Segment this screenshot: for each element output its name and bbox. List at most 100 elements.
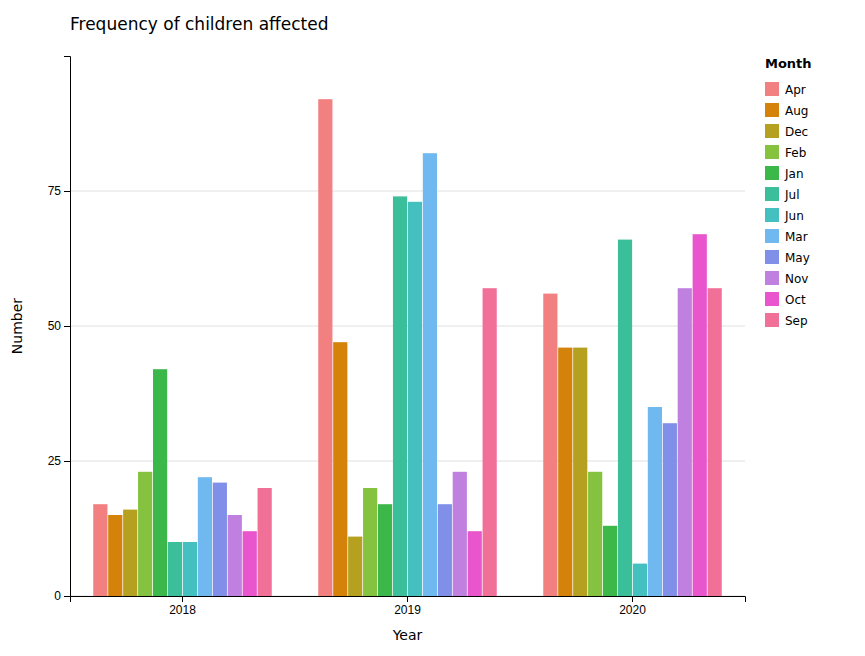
- legend-item: May: [765, 250, 810, 265]
- legend-item: Mar: [765, 229, 808, 244]
- y-tick-label: 0: [54, 589, 61, 603]
- legend-label: Feb: [785, 146, 806, 160]
- legend-item: Feb: [765, 145, 806, 160]
- bar: [258, 488, 272, 596]
- y-tick-mark: [64, 596, 70, 597]
- bar: [123, 510, 137, 596]
- x-tick: 2020: [619, 596, 646, 617]
- y-axis-title: Number: [9, 298, 25, 354]
- bar: [363, 488, 377, 596]
- bar: [678, 288, 692, 596]
- bar: [423, 153, 437, 596]
- legend-label: Jul: [784, 188, 799, 202]
- bar: [138, 472, 152, 596]
- legend-item: Nov: [765, 271, 808, 286]
- title: Frequency of children affected: [70, 14, 328, 34]
- x-tick-label: 2018: [169, 603, 196, 617]
- bar: [183, 542, 197, 596]
- x-axis-line: [71, 597, 746, 603]
- x-axis: 2018 2019 2020: [71, 596, 746, 617]
- legend-swatch: [765, 208, 779, 222]
- legend-label: Jun: [784, 209, 804, 223]
- legend-label: Mar: [785, 230, 808, 244]
- bar: [213, 483, 227, 596]
- bar: [483, 288, 497, 596]
- bar: [378, 504, 392, 596]
- legend-swatch: [765, 271, 779, 285]
- chart-svg: 2018 2019 2020 0 25 50 75 Frequency of children…: [0, 0, 865, 656]
- legend-title: Month: [765, 56, 812, 71]
- y-tick: 75: [48, 184, 70, 198]
- y-tick: 50: [48, 319, 70, 333]
- bar: [663, 423, 677, 596]
- bar: [603, 526, 617, 596]
- legend-item: Aug: [765, 103, 808, 118]
- y-axis: 0 25 50 75: [48, 57, 71, 604]
- y-tick-label: 75: [48, 184, 62, 198]
- bar: [693, 234, 707, 596]
- bar: [168, 542, 182, 596]
- x-tick-label: 2019: [394, 603, 421, 617]
- legend-label: Dec: [785, 125, 808, 139]
- y-tick: 25: [48, 454, 70, 468]
- legend-swatch: [765, 166, 779, 180]
- bars: [93, 99, 722, 596]
- bar: [648, 407, 662, 596]
- x-tick: 2019: [394, 596, 421, 617]
- bar: [228, 515, 242, 596]
- y-tick-mark: [64, 461, 70, 462]
- legend-item: Jun: [765, 208, 804, 223]
- bar: [333, 342, 347, 596]
- y-tick-label: 50: [48, 319, 62, 333]
- bar: [558, 348, 572, 596]
- legend-label: Jan: [784, 167, 804, 181]
- chart-container: 2018 2019 2020 0 25 50 75 Frequency of children…: [0, 0, 865, 656]
- grid-line: [70, 461, 745, 462]
- x-tick-label: 2020: [619, 603, 646, 617]
- y-tick: 0: [54, 589, 70, 603]
- legend-item: Apr: [765, 82, 806, 97]
- legend-swatch: [765, 292, 779, 306]
- legend-swatch: [765, 82, 779, 96]
- legend-swatch: [765, 250, 779, 264]
- legend-label: Nov: [785, 272, 808, 286]
- legend-item: Sep: [765, 313, 808, 328]
- bar: [543, 294, 557, 596]
- y-tick-mark: [64, 191, 70, 192]
- legend-swatch: [765, 187, 779, 201]
- x-tick-mark: [407, 596, 408, 602]
- legend-label: Apr: [785, 83, 806, 97]
- bar: [318, 99, 332, 596]
- legend-swatch: [765, 313, 779, 327]
- legend: Month Apr Aug Dec Feb Jan Jul Jun Mar May Nov Oct Se…: [765, 56, 812, 328]
- legend-label: Sep: [785, 314, 808, 328]
- x-tick-mark: [632, 596, 633, 602]
- legend-item: Oct: [765, 292, 806, 307]
- legend-swatch: [765, 145, 779, 159]
- grid-line: [70, 326, 745, 327]
- bar: [348, 537, 362, 596]
- bar: [243, 531, 257, 596]
- bar: [393, 196, 407, 596]
- legend-swatch: [765, 103, 779, 117]
- bar: [573, 348, 587, 596]
- bar: [453, 472, 467, 596]
- bar: [198, 477, 212, 596]
- legend-swatch: [765, 124, 779, 138]
- bar: [108, 515, 122, 596]
- legend-swatch: [765, 229, 779, 243]
- legend-label: May: [785, 251, 810, 265]
- bar: [153, 369, 167, 596]
- bar: [468, 531, 482, 596]
- legend-item: Jan: [765, 166, 804, 181]
- bar: [618, 240, 632, 596]
- y-axis-line: [64, 57, 71, 597]
- plot-area: 2018 2019 2020 0 25 50 75: [48, 57, 746, 617]
- y-tick-mark: [64, 326, 70, 327]
- legend-item: Jul: [765, 187, 799, 202]
- x-tick: 2018: [169, 596, 196, 617]
- bar: [408, 202, 422, 596]
- bar: [93, 504, 107, 596]
- grid-line: [70, 191, 745, 192]
- legend-item: Dec: [765, 124, 808, 139]
